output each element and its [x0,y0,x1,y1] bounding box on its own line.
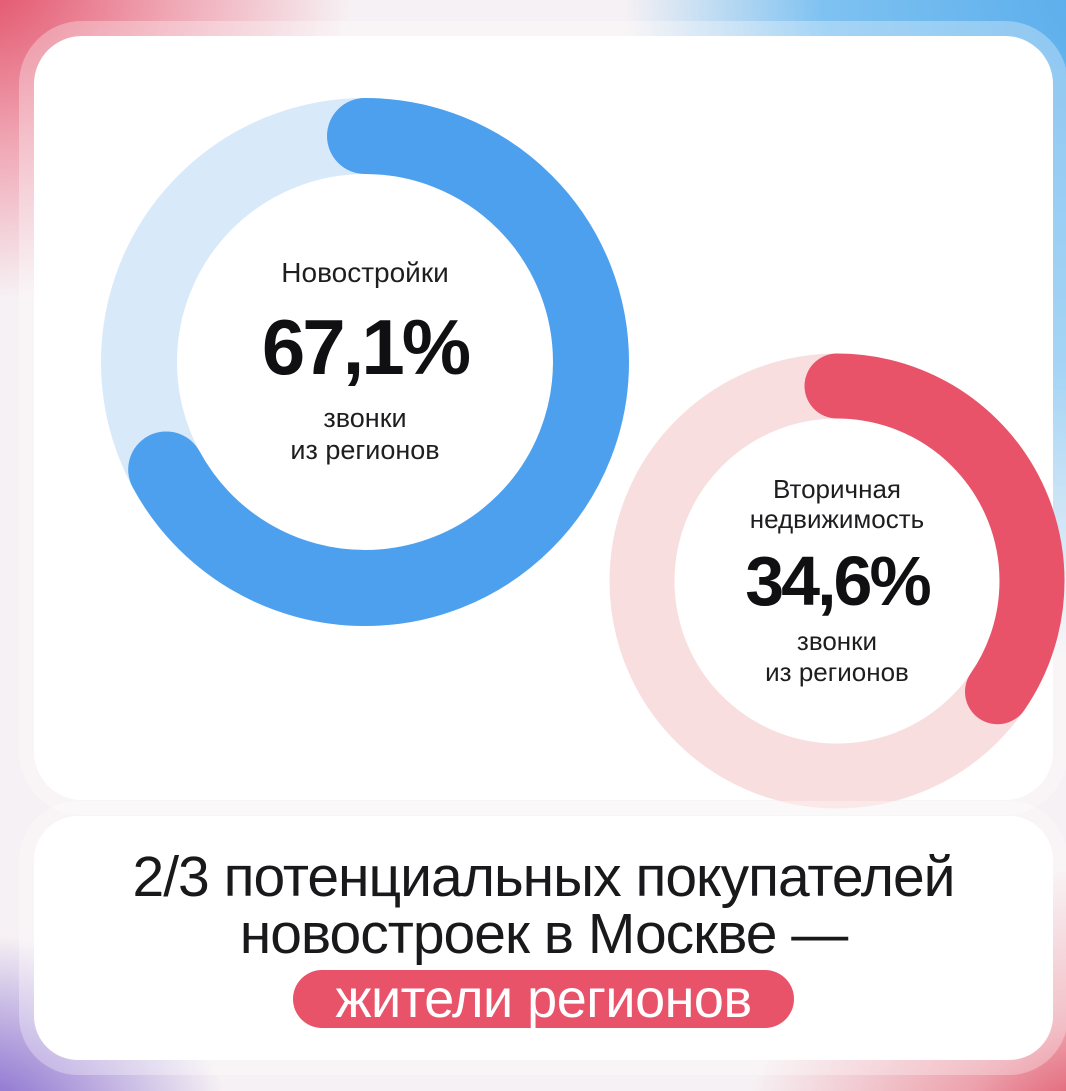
regions-badge: жители регионов [293,969,794,1029]
donut-progress-arc [101,98,629,626]
donut-chart-secondary-housing: Вторичная недвижимость 34,6% звонки из р… [602,346,1066,816]
donut-ring-new-buildings [101,98,629,626]
donut-sublabel: звонки из регионов [290,402,440,466]
donut-progress-arc [609,353,1065,809]
caption-content: 2/3 потенциальных покупателей новостроек… [34,816,1053,1060]
charts-card: Новостройки 67,1% звонки из регионов Вто… [34,36,1065,809]
donut-chart-new-buildings: Новостройки 67,1% звонки из регионов [95,92,635,632]
donut-center-text: Новостройки 67,1% звонки из регионов [95,92,635,632]
donut-category-label: Вторичная недвижимость [749,473,925,534]
donut-percent-value: 67,1% [261,302,471,391]
donut-category-label: Новостройки [281,257,449,289]
donut-sublabel: звонки из регионов [765,625,909,688]
caption-line-1: 2/3 потенциальных покупателей [132,845,956,909]
donut-center-text: Вторичная недвижимость 34,6% звонки из р… [602,346,1066,816]
donut-percent-value: 34,6% [745,541,931,620]
caption-card: 2/3 потенциальных покупателей новостроек… [34,816,1053,1060]
caption-line-2: новостроек в Москве — [239,902,849,966]
donut-ring-secondary-housing [609,353,1065,809]
